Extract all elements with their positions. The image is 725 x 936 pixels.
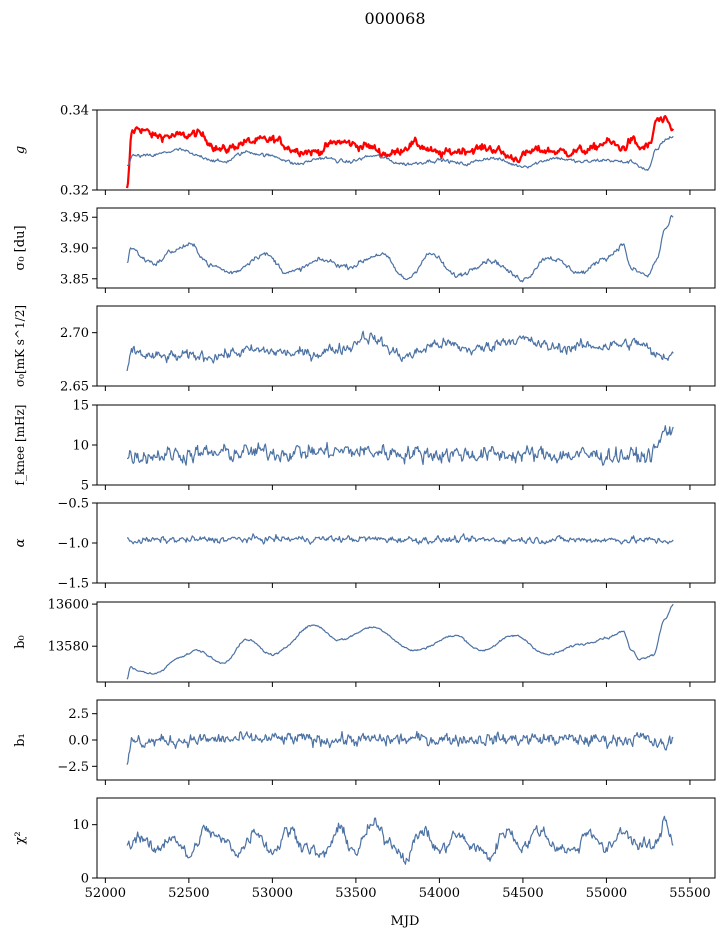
panel-b0: 13580 13600 b₀ xyxy=(13,598,716,687)
y-axis-label-f-knee: f_knee [mHz] xyxy=(13,405,27,486)
y-axis-label-g: g xyxy=(13,146,28,154)
y-tick-label-alpha: −0.5 xyxy=(57,497,89,512)
y-axis-label-chi2: χ² xyxy=(13,831,28,844)
y-tick-label-f-knee: 10 xyxy=(72,439,89,454)
series-line-alpha-0 xyxy=(126,533,674,545)
axes-frame-g xyxy=(96,109,716,191)
series-line-b1-0 xyxy=(126,730,674,765)
y-tick-label-sigma0-du: 3.90 xyxy=(60,242,89,257)
y-axis-label-alpha: α xyxy=(13,538,28,547)
series-line-f-knee-0 xyxy=(126,425,674,466)
series-line-chi2-0 xyxy=(126,815,674,865)
y-tick-label-chi2: 10 xyxy=(72,818,89,833)
series-line-g-1 xyxy=(126,135,674,171)
panel-b1: −2.5 0.0 2.5 b₁ xyxy=(13,699,716,785)
figure-title: 000068 xyxy=(364,9,425,28)
y-tick-label-b1: 0.0 xyxy=(68,734,89,749)
x-tick-label: 53000 xyxy=(252,886,293,901)
y-tick-label-sigma0-mks: 2.70 xyxy=(60,326,89,341)
x-tick-label: 52500 xyxy=(168,886,209,901)
panels: 0.32 0.34 g 3.85 3.90 3.95 σ₀ [du] 2.65 2.70 σ₀[m… xyxy=(13,104,716,901)
panel-chi2: 52000 52500 53000 53500 54000 54500 55000 55500… xyxy=(13,797,716,901)
panel-sigma0-du: 3.85 3.90 3.95 σ₀ [du] xyxy=(13,207,716,293)
panel-sigma0-mks: 2.65 2.70 σ₀[mK s^1/2] xyxy=(13,305,716,395)
panel-f-knee: 5 10 15 f_knee [mHz] xyxy=(13,399,716,494)
x-axis-label: MJD xyxy=(391,914,420,929)
y-tick-label-b1: 2.5 xyxy=(68,707,89,722)
axes-frame-chi2 xyxy=(96,797,716,879)
x-tick-label: 53500 xyxy=(335,886,376,901)
series-line-sigma0-mks-0 xyxy=(126,330,674,372)
axes-frame-b0 xyxy=(96,601,716,683)
y-tick-label-sigma0-mks: 2.65 xyxy=(60,380,89,395)
x-tick-label: 55000 xyxy=(586,886,627,901)
y-tick-label-f-knee: 15 xyxy=(72,399,89,414)
y-axis-label-sigma0-du: σ₀ [du] xyxy=(13,225,28,270)
y-tick-label-alpha: −1.5 xyxy=(57,577,89,592)
panel-alpha: −1.5 −1.0 −0.5 α xyxy=(13,497,716,592)
x-tick-label: 54500 xyxy=(502,886,543,901)
y-tick-label-chi2: 0 xyxy=(81,872,89,887)
y-tick-label-b0: 13600 xyxy=(48,598,89,613)
y-axis-label-sigma0-mks: σ₀[mK s^1/2] xyxy=(13,305,27,387)
y-tick-label-alpha: −1.0 xyxy=(57,537,89,552)
x-tick-label: 54000 xyxy=(419,886,460,901)
axes-frame-sigma0-mks xyxy=(96,305,716,387)
y-axis-label-b0: b₀ xyxy=(13,635,28,649)
y-tick-label-sigma0-du: 3.85 xyxy=(60,272,89,287)
series-line-sigma0-du-0 xyxy=(126,214,674,283)
series-line-g-0 xyxy=(125,115,675,189)
y-tick-label-b1: −2.5 xyxy=(57,760,89,775)
x-tick-label: 55500 xyxy=(669,886,710,901)
axes-frame-f-knee xyxy=(96,404,716,486)
series-line-b0-0 xyxy=(126,603,674,680)
x-tick-label: 52000 xyxy=(85,886,126,901)
panel-g: 0.32 0.34 g xyxy=(13,104,716,199)
y-tick-label-b0: 13580 xyxy=(48,640,89,655)
y-tick-label-sigma0-du: 3.95 xyxy=(60,211,89,226)
y-tick-label-g: 0.32 xyxy=(60,184,89,199)
y-axis-label-b1: b₁ xyxy=(13,733,28,747)
y-tick-label-f-knee: 5 xyxy=(81,479,89,494)
y-tick-label-g: 0.34 xyxy=(60,104,89,119)
axes-frame-sigma0-du xyxy=(96,207,716,289)
